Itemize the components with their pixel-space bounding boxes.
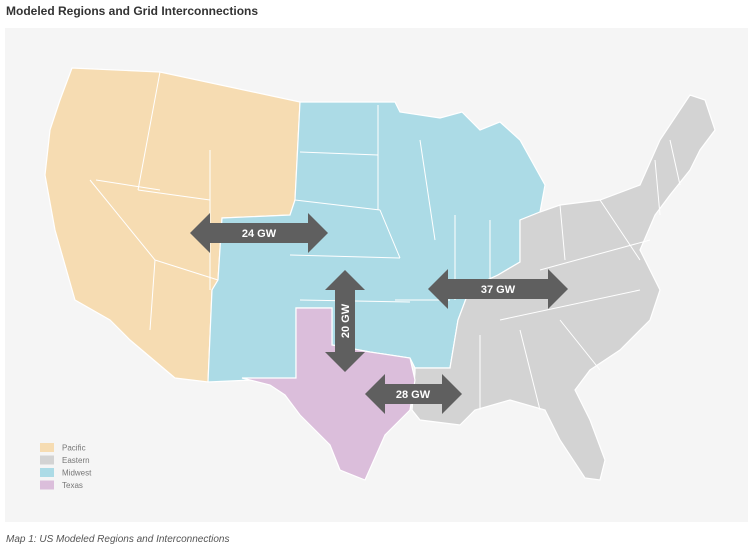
arrow xyxy=(428,269,568,309)
legend-swatch xyxy=(40,455,54,465)
legend-label: Eastern xyxy=(62,456,90,465)
legend-swatch xyxy=(40,468,54,477)
legend-label: Midwest xyxy=(62,469,92,478)
region-texas xyxy=(241,307,416,481)
arrow-label: 28 GW xyxy=(396,389,431,401)
arrow-label: 20 GW xyxy=(340,303,352,338)
arrow-label: 37 GW xyxy=(481,284,516,296)
legend-swatch xyxy=(40,480,54,490)
title: Modeled Regions and Grid Interconnection… xyxy=(6,4,258,18)
arrow xyxy=(190,213,328,253)
legend: Pacific Eastern Midwest Texas xyxy=(40,443,92,490)
arrow-label: 24 GW xyxy=(242,228,277,240)
legend-label: Texas xyxy=(62,481,83,490)
arrow xyxy=(365,374,462,414)
legend-label: Pacific xyxy=(62,444,86,453)
caption: Map 1: US Modeled Regions and Interconne… xyxy=(6,534,229,545)
arrow xyxy=(325,270,365,372)
interconnection-arrows: 24 GW 37 GW 20 GW 28 GW xyxy=(190,213,568,414)
legend-swatch xyxy=(40,443,54,452)
